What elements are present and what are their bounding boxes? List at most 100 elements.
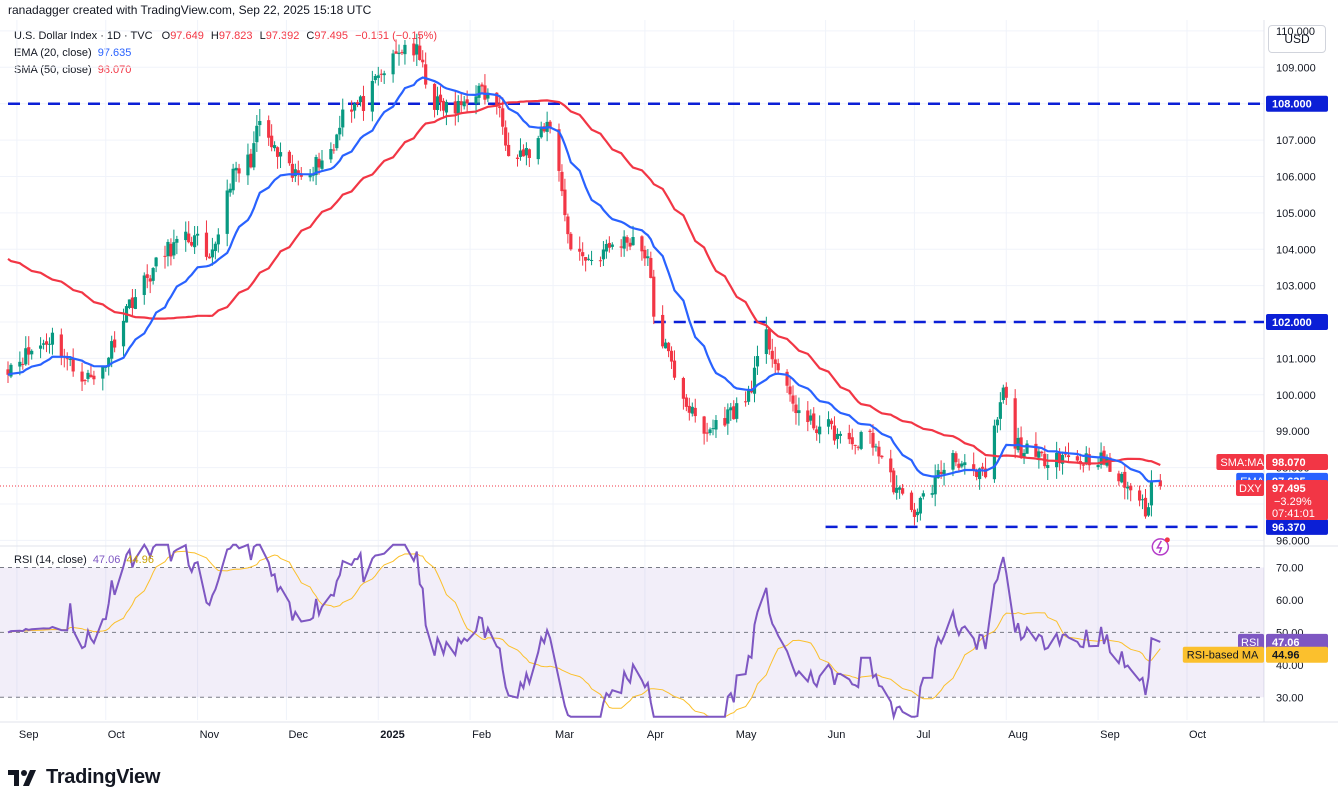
candle-body [666,342,671,352]
rsi-ma-value-tag [1266,646,1328,663]
candle-body [548,121,552,128]
price-tick-label: 96.000 [1276,535,1310,547]
candle-body [871,432,875,448]
low-value: 97.392 [265,30,300,42]
candle-body [113,339,117,348]
price-chart[interactable]: 96.00097.00098.00099.000100.000101.00010… [0,0,1338,760]
candle-body [258,120,262,126]
event-dot [1164,537,1170,543]
price-tick-label: 105.000 [1276,208,1316,220]
candle-body [898,487,902,490]
candle-body [59,334,63,358]
candle-body [358,96,363,103]
candle-body [1149,481,1154,506]
tradingview-logo[interactable]: TradingView [8,766,160,789]
candle-body [1058,452,1062,464]
candle-body [459,101,463,106]
level-value-label: 102.000 [1272,317,1312,329]
time-tick-label: Feb [472,729,491,741]
candle-body [628,242,632,247]
candle-body [110,341,114,359]
candle-body [684,397,688,407]
candle-body [418,45,422,60]
rsi-tick-label: 30.00 [1276,692,1304,704]
candle-body [921,493,925,497]
rsi-ma-value-label: 44.96 [1272,650,1300,662]
candle-body [1004,386,1008,398]
candle-body [791,395,795,404]
candle-body [71,358,75,372]
candle-body [847,432,851,440]
candle-body [382,73,386,76]
candle-body [954,453,958,463]
candle-body [148,278,152,282]
candle-body [89,374,93,378]
candle-body [788,386,792,395]
candle-body [133,297,137,309]
candle-body [24,348,28,365]
candle-body [50,332,55,345]
candle-body [287,151,292,164]
candle-body [770,350,774,360]
candle-body [714,420,718,430]
price-tick-label: 107.000 [1276,135,1316,147]
candle-body [1084,453,1088,465]
candle-body [154,257,158,267]
candle-body [560,171,564,192]
candle-body [1108,457,1112,472]
candle-body [983,468,988,478]
candle-body [361,95,366,112]
candle-body [563,189,567,216]
ema-legend-label[interactable]: EMA (20, close) [14,47,92,59]
dxy-countdown-label: 07:41:01 [1272,508,1315,520]
candle-body [1117,473,1121,482]
currency-button[interactable]: USD [1268,25,1326,53]
candle-body [184,231,188,241]
candle-body [267,120,271,138]
candle-body [809,415,813,421]
candle-body [231,168,235,191]
candle-body [293,169,297,177]
time-tick-label: Mar [555,729,574,741]
time-tick-label: 2025 [380,729,404,741]
candle-body [480,84,484,87]
low-key: L [259,30,266,42]
time-tick-label: May [736,729,757,741]
candle-body [216,234,220,245]
candle-body [963,462,967,466]
candle-body [308,175,312,178]
candle-body [86,372,90,379]
time-tick-label: Aug [1008,729,1028,741]
candle-body [1075,456,1079,461]
candle-body [978,468,982,480]
time-tick-label: Nov [200,729,220,741]
rsi-value-tag [1266,633,1328,650]
dxy-name-label: DXY [1239,483,1262,495]
tradingview-wordmark: TradingView [46,766,161,788]
candle-body [604,244,608,252]
rsi-tick-label: 60.00 [1276,595,1304,607]
symbol-name[interactable]: U.S. Dollar Index · 1D · TVC [14,30,153,42]
candle-body [278,152,283,157]
candle-body [853,444,857,446]
candles [6,33,1162,526]
candle-body [581,252,585,257]
sma-name-tag [1216,454,1264,471]
rsi-legend-label[interactable]: RSI (14, close) [14,554,87,566]
candle-body [536,138,540,160]
candle-body [290,163,294,178]
candle-body [797,410,801,414]
rsi-name-label: RSI [1241,637,1259,649]
candle-body [1037,451,1041,458]
rsi-legend[interactable]: RSI (14, close) 47.06 44.96 [14,554,154,566]
candle-body [649,257,653,278]
candle-body [975,470,979,478]
candle-body [92,375,96,380]
rsi-tick-label: 70.00 [1276,562,1304,574]
candle-body [335,134,339,149]
candle-body [228,188,232,193]
candle-body [172,242,176,256]
candle-body [252,143,256,168]
candle-body [1146,507,1151,516]
candle-body [868,430,872,432]
